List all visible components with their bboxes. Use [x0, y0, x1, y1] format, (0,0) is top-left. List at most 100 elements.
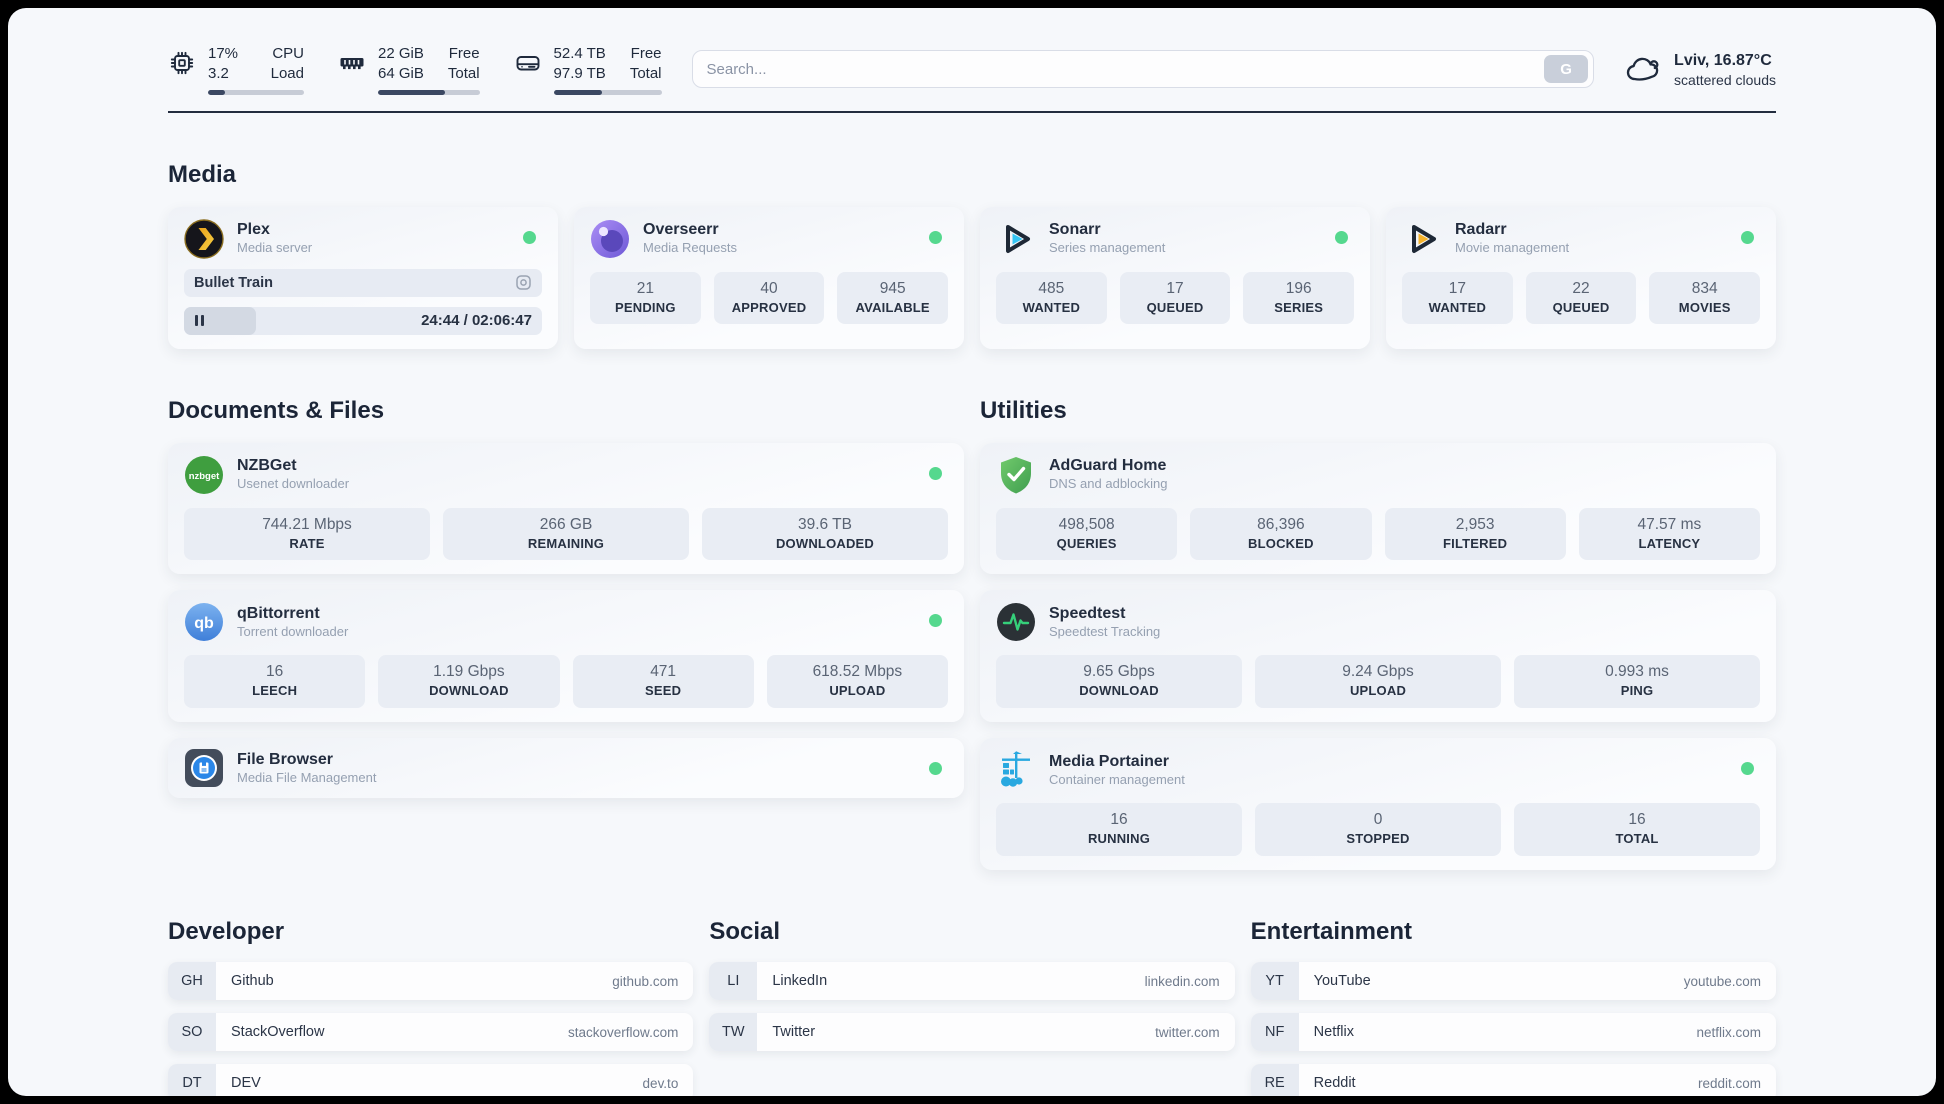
link-youtube[interactable]: YT YouTube youtube.com: [1250, 962, 1776, 1001]
plex-icon: [184, 218, 224, 259]
stat-seed: 471 SEED: [572, 655, 754, 709]
link-name: YouTube: [1313, 973, 1371, 990]
link-name: DEV: [231, 1075, 261, 1092]
radarr-icon: [1402, 219, 1442, 259]
link-domain: netflix.com: [1696, 1024, 1761, 1040]
link-stackoverflow[interactable]: SO StackOverflow stackoverflow.com: [168, 1013, 694, 1052]
app-name: Sonarr: [1049, 221, 1101, 239]
app-name: Plex: [237, 221, 270, 239]
utilities-column: Utilities: [980, 349, 1776, 871]
app-link-speedtest[interactable]: Speedtest Speedtest Tracking: [996, 602, 1760, 642]
stat-queries: 498,508 QUERIES: [996, 507, 1178, 561]
nzbget-icon: nzbget: [184, 455, 224, 495]
stat-filtered: 2,953 FILTERED: [1384, 507, 1566, 561]
section-title-documents: Documents & Files: [168, 396, 385, 424]
disk-total-label: Total: [629, 64, 662, 82]
section-title-media: Media: [168, 160, 237, 188]
search-bar: G: [691, 50, 1595, 89]
app-link-nzbget[interactable]: nzbget NZBGet Usenet downloader: [184, 455, 948, 495]
app-link-portainer[interactable]: Media Portainer Container management: [996, 750, 1760, 790]
app-desc: Series management: [1049, 240, 1166, 256]
entertainment-section: Entertainment YT YouTube youtube.com NF …: [1250, 870, 1776, 1096]
status-dot: [929, 466, 942, 480]
weather-widget: Lviv, 16.87°C scattered clouds: [1624, 51, 1776, 88]
app-stats: 21 PENDING 40 APPROVED 945 AVAILABLE: [590, 271, 949, 325]
app-stats: 17 WANTED 22 QUEUED 834 MOVIES: [1402, 271, 1761, 325]
app-name: Media Portainer: [1049, 752, 1170, 770]
status-dot: [1335, 230, 1348, 244]
adguard-icon: [996, 455, 1036, 495]
weather-location: Lviv, 16.87°C: [1674, 51, 1772, 69]
link-twitter[interactable]: TW Twitter twitter.com: [709, 1013, 1235, 1052]
stat-blocked: 86,396 BLOCKED: [1190, 507, 1372, 561]
status-dot: [1741, 762, 1754, 776]
stat-pending: 21 PENDING: [590, 271, 701, 325]
link-reddit[interactable]: RE Reddit reddit.com: [1250, 1064, 1776, 1096]
section-title-utilities: Utilities: [980, 396, 1067, 424]
playback-progress-fill[interactable]: [184, 306, 256, 335]
now-playing-title: Bullet Train: [194, 274, 273, 291]
app-name: NZBGet: [237, 457, 297, 475]
link-name: Github: [231, 973, 274, 990]
playback-time: 24:44 / 02:06:47: [421, 312, 532, 330]
disk-progress-fill: [553, 89, 603, 95]
stat-wanted: 485 WANTED: [996, 271, 1107, 325]
header-divider: [168, 110, 1776, 113]
link-abbr: GH: [168, 962, 216, 1001]
stat-series: 196 SERIES: [1243, 271, 1355, 325]
stat-download: 1.19 Gbps DOWNLOAD: [378, 655, 560, 709]
ram-total-label: Total: [447, 64, 480, 82]
link-netflix[interactable]: NF Netflix netflix.com: [1250, 1013, 1776, 1052]
now-playing-row: Bullet Train: [184, 268, 542, 297]
link-dev[interactable]: DT DEV dev.to: [168, 1064, 694, 1096]
app-link-radarr[interactable]: Radarr Movie management: [1402, 219, 1760, 259]
app-link-plex[interactable]: Plex Media server: [184, 218, 542, 259]
app-link-sonarr[interactable]: Sonarr Series management: [996, 219, 1354, 259]
app-card-adguard: AdGuard Home DNS and adblocking 498,508 …: [980, 442, 1776, 575]
link-domain: github.com: [612, 973, 679, 989]
bookmark-sections: Developer GH Github github.com SO StackO…: [168, 870, 1776, 1096]
ram-stat: 22 GiB 64 GiB Free Total: [338, 44, 480, 95]
app-link-adguard[interactable]: AdGuard Home DNS and adblocking: [996, 455, 1760, 495]
app-card-radarr: Radarr Movie management 17 WANTED 22 QUE…: [1386, 206, 1776, 349]
link-abbr: DT: [168, 1064, 216, 1096]
cpu-load-label: Load: [270, 64, 304, 82]
link-linkedin[interactable]: LI LinkedIn linkedin.com: [709, 962, 1235, 1001]
link-domain: stackoverflow.com: [568, 1024, 679, 1040]
app-desc: Speedtest Tracking: [1049, 623, 1161, 639]
app-name: File Browser: [237, 750, 334, 768]
overseerr-icon: [590, 219, 630, 259]
qbittorrent-icon: qb: [184, 602, 224, 642]
search-engine-button[interactable]: G: [1544, 55, 1589, 84]
stat-upload: 9.24 Gbps UPLOAD: [1255, 655, 1501, 709]
search-input[interactable]: [706, 60, 1545, 78]
link-github[interactable]: GH Github github.com: [168, 962, 694, 1001]
app-link-qbittorrent[interactable]: qb qBittorrent Torrent downloader: [184, 602, 948, 642]
svg-text:qb: qb: [194, 615, 214, 632]
link-abbr: YT: [1250, 962, 1299, 1001]
ram-progress-bar: [378, 89, 480, 95]
app-desc: Usenet downloader: [237, 476, 350, 492]
session-camera-icon[interactable]: [515, 274, 532, 291]
link-domain: linkedin.com: [1144, 973, 1220, 989]
app-link-overseerr[interactable]: Overseerr Media Requests: [590, 219, 948, 259]
link-domain: twitter.com: [1155, 1024, 1220, 1040]
ram-free-value: 22 GiB: [378, 45, 424, 62]
cloud-icon: [1624, 52, 1662, 86]
app-desc: Movie management: [1455, 240, 1570, 256]
ram-free-label: Free: [448, 45, 480, 62]
main-content: Media Plex Media server: [8, 161, 1936, 1096]
app-desc: Media server: [237, 240, 313, 256]
link-name: LinkedIn: [772, 973, 828, 990]
link-name: Reddit: [1313, 1075, 1356, 1092]
stat-latency: 47.57 ms LATENCY: [1578, 507, 1760, 561]
portainer-icon: [996, 750, 1036, 790]
app-link-filebrowser[interactable]: File Browser Media File Management: [184, 748, 948, 788]
top-bar: 17% 3.2 CPU Load: [8, 8, 1936, 95]
stat-leech: 16 LEECH: [184, 655, 366, 709]
disk-stat: 52.4 TB 97.9 TB Free Total: [514, 44, 662, 95]
stat-approved: 40 APPROVED: [713, 271, 825, 325]
system-stats: 17% 3.2 CPU Load: [168, 44, 662, 95]
app-name: Overseerr: [643, 221, 719, 239]
status-dot: [929, 762, 942, 776]
